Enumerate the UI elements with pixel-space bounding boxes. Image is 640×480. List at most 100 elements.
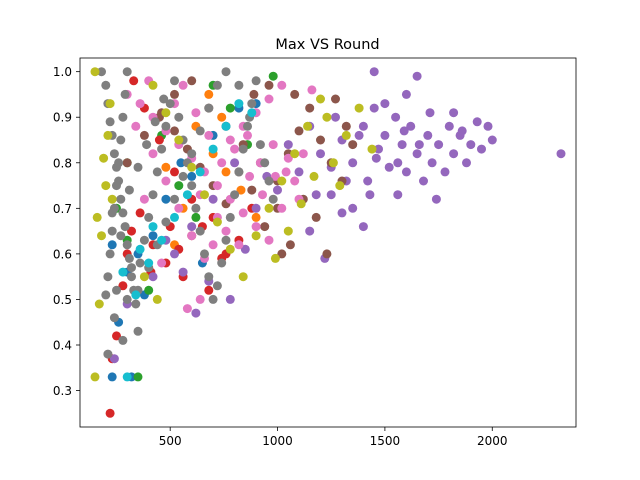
scatter-point <box>109 354 119 364</box>
scatter-point <box>131 299 141 309</box>
scatter-point <box>311 190 321 200</box>
scatter-point <box>139 130 149 140</box>
scatter-point <box>208 240 218 250</box>
scatter-point <box>107 226 117 236</box>
scatter-point <box>107 194 117 204</box>
scatter-point <box>238 208 248 218</box>
scatter-point <box>221 167 231 177</box>
scatter-point <box>204 89 214 99</box>
y-tick-label: 0.3 <box>53 384 72 398</box>
scatter-point <box>187 231 197 241</box>
scatter-point <box>92 212 102 222</box>
scatter-point <box>290 89 300 99</box>
scatter-point <box>277 249 287 259</box>
scatter-point <box>131 121 141 131</box>
scatter-point <box>174 203 184 213</box>
scatter-point <box>105 408 115 418</box>
scatter-point <box>187 171 197 181</box>
scatter-point <box>109 149 119 159</box>
scatter-point <box>230 158 240 168</box>
scatter-point <box>97 231 106 241</box>
scatter-point <box>425 108 435 118</box>
scatter-point <box>358 121 368 131</box>
scatter-point <box>221 235 231 245</box>
scatter-point <box>208 194 218 204</box>
scatter-point <box>170 194 179 204</box>
scatter-point <box>107 208 117 218</box>
scatter-point <box>230 190 240 200</box>
scatter-point <box>208 144 218 154</box>
scatter-point <box>112 285 121 295</box>
scatter-point <box>369 103 379 113</box>
scatter-point <box>159 94 169 104</box>
scatter-point <box>251 222 261 232</box>
scatter-point <box>142 140 152 150</box>
scatter-point <box>472 117 482 127</box>
scatter-point <box>234 99 244 109</box>
y-tick-label: 0.8 <box>53 156 72 170</box>
scatter-point <box>178 80 188 90</box>
scatter-point <box>281 167 291 177</box>
scatter-point <box>462 158 471 168</box>
scatter-point <box>187 162 197 172</box>
scatter-point <box>221 226 231 236</box>
scatter-point <box>127 272 136 282</box>
scatter-point <box>178 267 188 277</box>
scatter-point <box>270 253 280 263</box>
scatter-point <box>487 135 497 145</box>
scatter-point <box>174 135 184 145</box>
scatter-point <box>221 67 231 77</box>
x-tick-label: 1000 <box>262 434 293 448</box>
scatter-point <box>431 194 441 204</box>
scatter-point <box>105 249 115 259</box>
scatter-point <box>105 99 115 109</box>
scatter-point <box>204 130 214 140</box>
scatter-point <box>316 135 325 145</box>
scatter-point <box>131 290 141 300</box>
scatter-point <box>133 372 143 382</box>
scatter-point <box>157 258 167 268</box>
scatter-point <box>348 158 358 168</box>
scatter-point <box>187 181 197 191</box>
scatter-point <box>152 167 162 177</box>
scatter-point <box>161 108 171 118</box>
scatter-point <box>316 149 325 159</box>
scatter-point <box>264 176 274 186</box>
scatter-point <box>255 140 265 150</box>
scatter-point <box>363 176 373 186</box>
scatter-point <box>182 190 192 200</box>
scatter-point <box>294 126 304 136</box>
scatter-point <box>204 272 214 282</box>
y-tick-label: 0.6 <box>53 247 72 261</box>
scatter-point <box>238 272 248 282</box>
scatter-point <box>309 171 319 181</box>
scatter-point <box>118 281 128 291</box>
scatter-point <box>391 112 401 122</box>
scatter-point <box>135 258 145 268</box>
scatter-point <box>316 94 325 104</box>
scatter-point <box>331 112 340 122</box>
scatter-point <box>412 149 422 159</box>
scatter-point <box>393 158 403 168</box>
scatter-point <box>148 149 158 159</box>
scatter-point <box>204 285 214 295</box>
scatter-point <box>427 158 437 168</box>
scatter-point <box>354 103 364 113</box>
scatter-point <box>195 226 205 236</box>
scatter-point <box>116 194 126 204</box>
scatter-point <box>118 335 128 345</box>
scatter-point <box>148 222 158 232</box>
scatter-point <box>322 112 332 122</box>
scatter-point <box>337 208 347 218</box>
scatter-point <box>109 313 119 323</box>
scatter-point <box>268 140 278 150</box>
scatter-point <box>122 372 132 382</box>
scatter-point <box>230 144 240 154</box>
scatter-point <box>191 212 201 222</box>
scatter-point <box>277 176 287 186</box>
scatter-point <box>457 126 467 136</box>
scatter-point <box>161 121 171 131</box>
scatter-point <box>148 80 158 90</box>
scatter-point <box>217 158 227 168</box>
scatter-point <box>311 212 321 222</box>
